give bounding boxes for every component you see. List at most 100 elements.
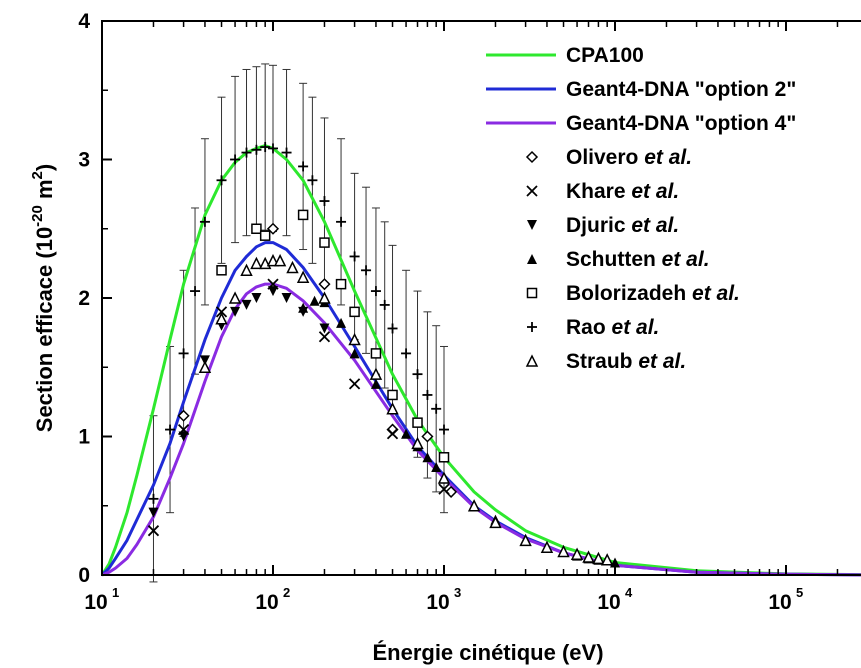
- y-tick-label: 0: [78, 564, 90, 587]
- point-straub: [592, 551, 605, 565]
- point-rao: [199, 216, 210, 227]
- legend-marker-olivero: [525, 150, 539, 164]
- point-djuric: [268, 286, 278, 297]
- legend-label-olivero: Olivero et al.: [566, 146, 692, 169]
- x-tick-exponent: 2: [283, 585, 290, 600]
- point-rao: [190, 286, 201, 297]
- point-rao: [281, 147, 292, 158]
- model-curves: [100, 144, 861, 577]
- point-djuric: [199, 355, 210, 366]
- point-bolorizadeh: [349, 306, 360, 318]
- point-straub: [437, 471, 451, 484]
- x-tick-exponent: 4: [625, 585, 633, 600]
- point-rao: [148, 493, 159, 504]
- y-tick-label: 1: [78, 426, 90, 449]
- point-rao: [319, 196, 330, 207]
- point-straub: [386, 402, 399, 415]
- point-khare-stroke: [147, 525, 160, 537]
- point-djuric: [251, 293, 262, 303]
- point-schutten: [431, 461, 442, 472]
- point-olivero: [318, 278, 331, 291]
- point-rao: [431, 403, 442, 414]
- legend-label-rao: Rao et al.: [566, 316, 659, 339]
- point-bolorizadeh: [297, 209, 309, 221]
- point-bolorizadeh: [216, 265, 227, 276]
- point-rao: [268, 143, 278, 154]
- point-straub: [540, 540, 554, 554]
- legend-label-3: Geant4-DNA "option 4": [566, 112, 796, 135]
- point-straub: [318, 291, 331, 304]
- axis-ticks: [101, 20, 839, 576]
- y-tick-label: 3: [78, 149, 90, 172]
- point-khare-stroke: [318, 331, 331, 343]
- x-tick-label: 10: [768, 591, 791, 614]
- point-rao: [230, 154, 241, 165]
- y-tick-label: 2: [78, 287, 90, 310]
- series-line-1: [100, 144, 861, 577]
- point-schutten: [298, 302, 309, 313]
- point-rao: [216, 175, 227, 186]
- x-tick-label: 10: [597, 591, 620, 614]
- point-rao: [370, 286, 381, 297]
- point-bolorizadeh: [335, 278, 347, 290]
- point-rao: [349, 251, 360, 262]
- legend-marker-khare: [526, 185, 538, 197]
- legend-label-khare: Khare et al.: [566, 180, 679, 203]
- point-straub: [240, 263, 253, 277]
- point-djuric: [241, 299, 252, 310]
- legend-label-straub: Straub et al.: [566, 350, 686, 373]
- legend-marker-schutten: [527, 254, 537, 264]
- x-tick-label: 10: [426, 591, 449, 614]
- x-tick-exponent: 5: [796, 585, 803, 600]
- point-olivero: [421, 430, 434, 443]
- point-rao: [361, 265, 372, 276]
- point-straub: [600, 553, 614, 566]
- point-rao: [422, 389, 433, 400]
- point-straub: [296, 270, 310, 283]
- point-schutten: [349, 348, 360, 359]
- legend-label-djuric: Djuric et al.: [566, 214, 679, 237]
- point-straub: [411, 436, 424, 450]
- series-line-3: [101, 282, 861, 577]
- x-axis-label: Énergie cinétique (eV): [372, 640, 603, 665]
- legend-marker-straub: [525, 354, 539, 367]
- x-tick-exponent: 1: [112, 585, 119, 600]
- point-khare: [147, 525, 160, 537]
- plot-frame: [101, 20, 861, 576]
- point-rao: [307, 175, 318, 186]
- point-khare: [438, 483, 450, 495]
- legend-label-bolorizadeh: Bolorizadeh et al.: [566, 282, 740, 305]
- point-straub: [582, 550, 595, 563]
- point-straub: [198, 360, 212, 373]
- point-straub: [215, 312, 228, 325]
- point-olivero: [266, 222, 280, 235]
- legend-marker-djuric: [527, 220, 537, 230]
- point-djuric: [230, 306, 241, 317]
- point-straub: [489, 515, 502, 529]
- point-khare-stroke: [438, 483, 450, 495]
- point-bolorizadeh: [259, 230, 271, 241]
- point-rao: [165, 424, 176, 435]
- y-axis-label: Section efficace (10-20 m2): [29, 164, 57, 432]
- point-straub: [557, 544, 570, 558]
- point-khare-stroke: [348, 378, 361, 390]
- x-tick-label: 10: [84, 591, 107, 614]
- point-straub: [228, 291, 242, 304]
- tick-labels: 0 1 2 3 4 10 1 10 2 10 3 10 4 10 5: [78, 10, 803, 614]
- point-straub: [570, 547, 584, 560]
- point-straub: [286, 260, 299, 274]
- legend-marker-bolorizadeh: [526, 287, 538, 299]
- point-khare-stroke: [215, 306, 228, 318]
- point-rao: [401, 348, 412, 359]
- point-rao: [412, 369, 423, 380]
- point-straub: [369, 367, 383, 380]
- legend-label-schutten: Schutten et al.: [566, 248, 710, 271]
- point-straub: [519, 533, 532, 547]
- point-rao: [439, 424, 449, 435]
- point-rao: [251, 144, 262, 155]
- y-tick-label: 4: [78, 10, 90, 33]
- point-schutten: [401, 428, 412, 439]
- point-rao: [336, 216, 347, 227]
- point-khare: [318, 331, 331, 343]
